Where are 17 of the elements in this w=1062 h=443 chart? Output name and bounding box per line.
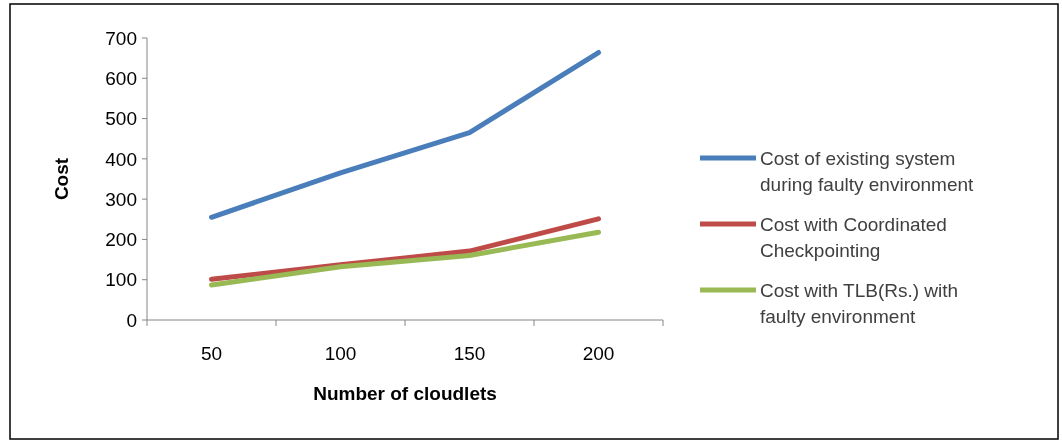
y-tick-label: 700: [105, 27, 137, 49]
y-tick-label: 300: [105, 188, 137, 210]
y-tick-label: 0: [126, 309, 137, 331]
y-tick-label: 600: [105, 67, 137, 89]
y-tick-label: 400: [105, 148, 137, 170]
x-axis-title: Number of cloudlets: [313, 383, 497, 404]
legend-label: Cost with TLB(Rs.) with faulty environment: [760, 279, 959, 327]
x-tick-label: 100: [324, 343, 357, 364]
legend-label: Cost with Coordinated Checkpointing: [760, 213, 947, 261]
y-tick-label: 200: [105, 229, 137, 251]
legend-label: Cost of existing system during faulty environment: [760, 147, 975, 195]
x-tick-label: 50: [200, 343, 223, 364]
y-tick-label: 100: [105, 269, 137, 291]
y-tick-label: 500: [105, 108, 137, 130]
x-tick-label: 150: [453, 343, 486, 364]
x-tick-label: 200: [582, 343, 615, 364]
y-axis-title: Cost: [51, 157, 72, 201]
